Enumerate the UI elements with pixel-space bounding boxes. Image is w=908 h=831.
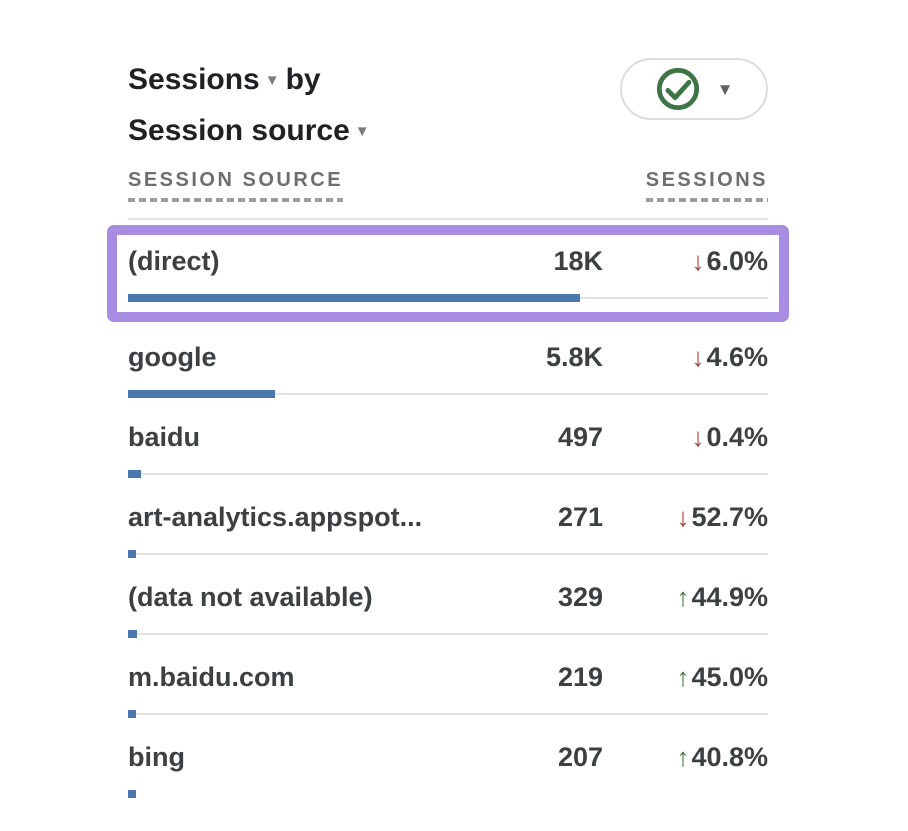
table-row[interactable]: m.baidu.com 219 ↑ 45.0% — [128, 644, 768, 718]
table-row[interactable]: baidu 497 ↓ 0.4% — [128, 404, 768, 478]
change-arrow-icon: ↓ — [691, 342, 705, 372]
row-line: (data not available) 329 ↑ 44.9% — [128, 577, 768, 617]
change-cell: ↓ 4.6% — [603, 342, 768, 373]
sessions-value: 329 — [557, 581, 603, 612]
change-percent: 40.8% — [691, 741, 768, 772]
row-line: baidu 497 ↓ 0.4% — [128, 417, 768, 457]
change-cell: ↓ 0.4% — [603, 422, 768, 453]
change-cell: ↑ 40.8% — [603, 742, 768, 773]
title-connector: by — [285, 63, 321, 96]
dimension-label: Session source — [128, 114, 350, 147]
session-bar — [128, 790, 136, 798]
source-label: google — [128, 341, 217, 372]
session-bar — [128, 630, 137, 638]
table-row[interactable]: (data not available) 329 ↑ 44.9% — [128, 564, 768, 638]
row-line: bing 207 ↑ 40.8% — [128, 737, 768, 777]
table-row[interactable]: bing 207 ↑ 40.8% — [128, 724, 768, 798]
sessions-value: 271 — [557, 501, 603, 532]
table-body: (direct) 18K ↓ 6.0% google 5.8K ↓ 4.6% — [107, 225, 789, 798]
change-arrow-icon: ↑ — [676, 742, 690, 772]
bar-line — [128, 470, 768, 478]
bar-line — [128, 550, 768, 558]
change-arrow-icon: ↓ — [676, 502, 690, 532]
row-line: art-analytics.appspot... 271 ↓ 52.7% — [128, 497, 768, 537]
bar-line — [128, 390, 768, 398]
caret-down-icon: ▼ — [354, 123, 370, 140]
report-card: Sessions ▼ by Session source ▼ ▼ SESSION SO… — [107, 0, 789, 798]
row-line: (direct) 18K ↓ 6.0% — [128, 241, 768, 281]
session-bar — [128, 294, 580, 302]
sessions-value: 497 — [557, 421, 603, 452]
row-line: m.baidu.com 219 ↑ 45.0% — [128, 657, 768, 697]
change-arrow-icon: ↑ — [676, 582, 690, 612]
bar-track — [128, 713, 768, 715]
metric-options-button[interactable]: ▼ — [620, 58, 768, 120]
dimension-selector[interactable]: Session source ▼ — [128, 114, 370, 147]
change-arrow-icon: ↓ — [691, 422, 705, 452]
bar-track — [128, 473, 768, 475]
change-cell: ↓ 52.7% — [603, 502, 768, 533]
source-label: baidu — [128, 421, 200, 452]
session-bar — [128, 550, 137, 558]
change-arrow-icon: ↑ — [676, 662, 690, 692]
bar-line — [128, 294, 768, 302]
change-cell: ↑ 45.0% — [603, 662, 768, 693]
change-cell: ↓ 6.0% — [603, 246, 768, 277]
source-label: m.baidu.com — [128, 661, 295, 692]
caret-down-icon: ▼ — [716, 79, 734, 99]
divider — [128, 218, 768, 220]
table-row[interactable]: google 5.8K ↓ 4.6% — [128, 324, 768, 398]
source-label: art-analytics.appspot... — [128, 501, 423, 532]
sessions-value: 18K — [553, 245, 603, 276]
sessions-value: 219 — [557, 661, 603, 692]
bar-line — [128, 790, 768, 798]
caret-down-icon: ▼ — [264, 72, 280, 89]
change-percent: 44.9% — [691, 581, 768, 612]
change-percent: 6.0% — [706, 245, 768, 276]
bar-track — [128, 553, 768, 555]
column-header-sessions[interactable]: SESSIONS — [645, 169, 769, 202]
metric-label: Sessions — [128, 63, 260, 96]
card-header: Sessions ▼ by Session source ▼ ▼ — [128, 0, 768, 157]
change-percent: 45.0% — [691, 661, 768, 692]
change-arrow-icon: ↓ — [691, 246, 705, 276]
session-bar — [128, 470, 141, 478]
column-headers: SESSION SOURCE SESSIONS — [128, 169, 769, 202]
check-circle-icon — [656, 67, 699, 111]
sessions-value: 207 — [557, 741, 603, 772]
column-header-session-source[interactable]: SESSION SOURCE — [128, 169, 344, 202]
table-row[interactable]: (direct) 18K ↓ 6.0% — [107, 225, 789, 322]
table-row[interactable]: art-analytics.appspot... 271 ↓ 52.7% — [128, 484, 768, 558]
change-percent: 4.6% — [706, 341, 768, 372]
metric-selector[interactable]: Sessions ▼ — [128, 63, 280, 96]
source-label: (direct) — [128, 245, 220, 276]
change-percent: 52.7% — [691, 501, 768, 532]
row-line: google 5.8K ↓ 4.6% — [128, 337, 768, 377]
change-cell: ↑ 44.9% — [603, 582, 768, 613]
source-label: (data not available) — [128, 581, 373, 612]
session-bar — [128, 710, 136, 718]
bar-line — [128, 710, 768, 718]
source-label: bing — [128, 741, 185, 772]
change-percent: 0.4% — [706, 421, 768, 452]
bar-line — [128, 630, 768, 638]
session-bar — [128, 390, 276, 398]
card-title: Sessions ▼ by Session source ▼ — [128, 55, 370, 157]
bar-track — [128, 633, 768, 635]
sessions-value: 5.8K — [545, 341, 603, 372]
bar-track — [128, 393, 768, 395]
